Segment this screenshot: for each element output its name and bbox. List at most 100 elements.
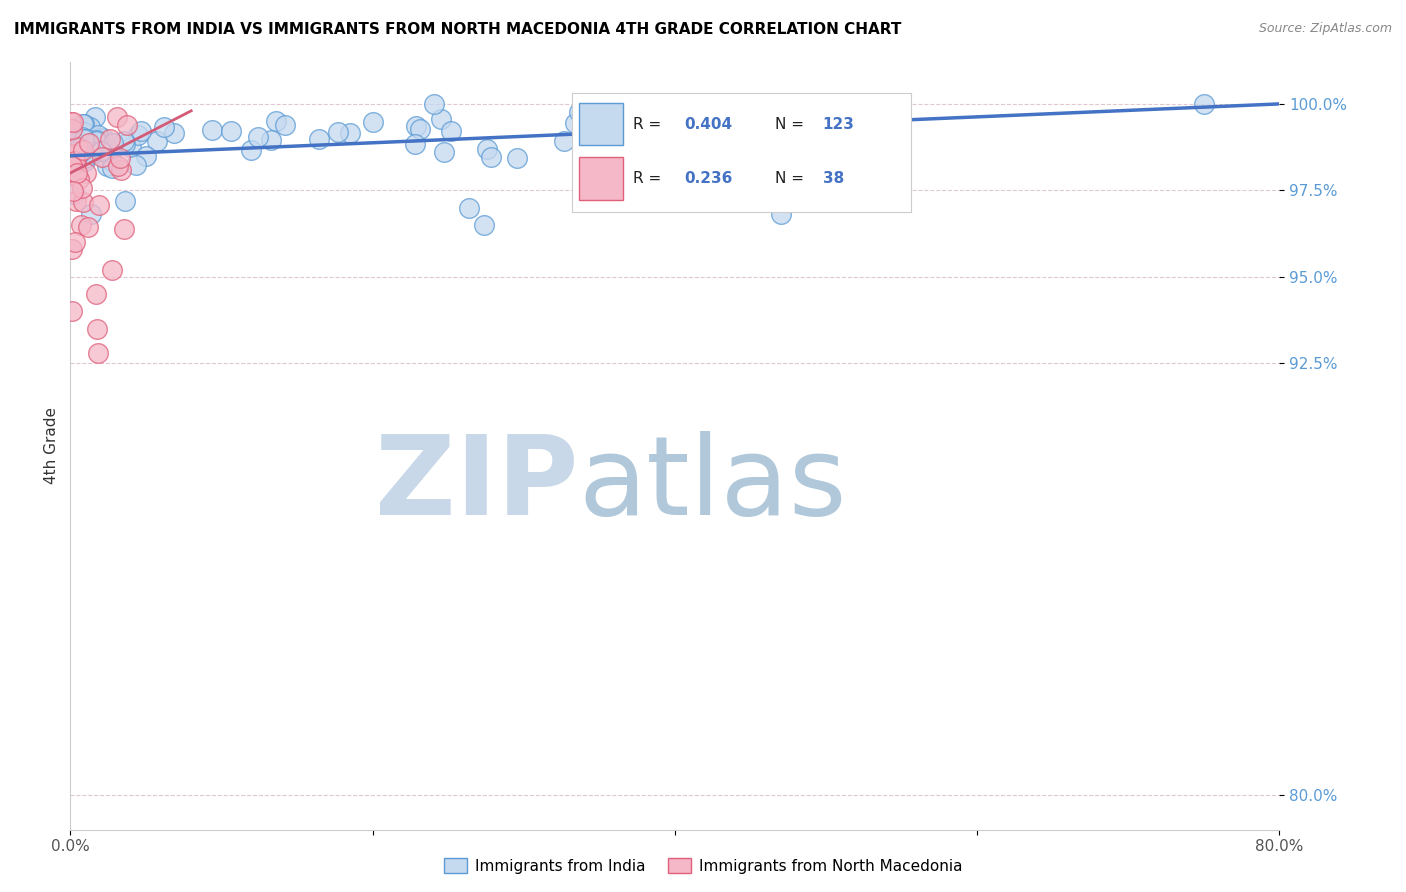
Point	[114, 136, 136, 151]
Point	[65, 155, 87, 169]
Point	[101, 262, 124, 277]
Point	[67, 145, 90, 159]
Point	[201, 123, 224, 137]
Point	[76, 148, 98, 162]
Point	[129, 124, 152, 138]
Point	[479, 150, 502, 164]
Point	[62, 115, 84, 129]
Point	[69, 133, 91, 147]
Point	[69, 135, 91, 149]
Point	[260, 133, 283, 147]
Point	[73, 132, 96, 146]
Point	[79, 136, 101, 150]
Point	[65, 142, 87, 156]
Point	[73, 125, 96, 139]
Point	[62, 134, 84, 148]
Point	[72, 117, 94, 131]
Point	[96, 159, 118, 173]
Point	[62, 153, 84, 168]
Point	[135, 149, 157, 163]
Point	[60, 128, 83, 142]
Text: Source: ZipAtlas.com: Source: ZipAtlas.com	[1258, 22, 1392, 36]
Point	[60, 148, 83, 162]
Point	[60, 145, 83, 160]
Point	[112, 222, 135, 236]
Point	[60, 136, 83, 151]
Point	[72, 153, 94, 167]
Point	[76, 132, 98, 146]
Point	[65, 140, 87, 154]
Point	[107, 160, 129, 174]
Point	[87, 128, 110, 142]
Point	[75, 128, 97, 143]
Point	[63, 235, 86, 249]
Text: ZIP: ZIP	[375, 431, 578, 538]
Point	[274, 118, 297, 132]
Point	[67, 146, 90, 161]
Y-axis label: 4th Grade: 4th Grade	[44, 408, 59, 484]
Point	[66, 134, 89, 148]
Point	[69, 145, 91, 159]
Point	[60, 122, 83, 136]
Point	[86, 321, 108, 335]
Point	[65, 194, 87, 208]
Point	[87, 345, 110, 359]
Point	[264, 114, 287, 128]
Point	[86, 133, 108, 147]
Point	[472, 218, 495, 232]
Point	[87, 198, 110, 212]
Point	[62, 184, 84, 198]
Point	[769, 207, 792, 221]
Point	[457, 201, 479, 215]
Point	[405, 119, 427, 133]
Point	[246, 129, 269, 144]
Point	[73, 133, 96, 147]
Point	[72, 145, 94, 160]
Point	[576, 124, 599, 138]
Point	[98, 132, 121, 146]
Point	[72, 120, 94, 134]
Point	[76, 145, 98, 160]
Point	[568, 105, 591, 120]
Point	[62, 186, 84, 201]
Point	[62, 122, 84, 136]
Point	[60, 141, 83, 155]
Point	[60, 242, 83, 256]
Point	[66, 133, 89, 147]
Point	[101, 136, 124, 150]
Point	[84, 287, 107, 301]
Point	[120, 140, 142, 154]
Point	[86, 134, 108, 148]
Point	[77, 220, 100, 235]
Point	[72, 194, 94, 209]
Point	[363, 115, 385, 129]
Point	[70, 148, 93, 162]
Point	[93, 131, 115, 145]
Point	[110, 151, 132, 165]
Point	[73, 145, 96, 159]
Point	[153, 120, 176, 135]
Point	[67, 171, 90, 186]
Point	[90, 138, 112, 153]
Point	[219, 124, 242, 138]
Point	[112, 134, 135, 148]
Point	[63, 154, 86, 169]
Point	[83, 141, 105, 155]
Point	[72, 130, 94, 145]
Point	[1192, 96, 1215, 111]
Point	[60, 115, 83, 129]
Point	[67, 141, 90, 155]
Point	[553, 135, 575, 149]
Point	[79, 120, 101, 135]
Point	[60, 142, 83, 156]
Point	[66, 136, 89, 151]
Point	[62, 139, 84, 153]
Point	[80, 207, 103, 221]
Point	[475, 142, 498, 156]
Point	[75, 166, 97, 180]
Point	[72, 143, 94, 157]
Point	[63, 148, 86, 162]
Point	[308, 131, 330, 145]
Point	[110, 162, 132, 177]
Point	[564, 116, 586, 130]
